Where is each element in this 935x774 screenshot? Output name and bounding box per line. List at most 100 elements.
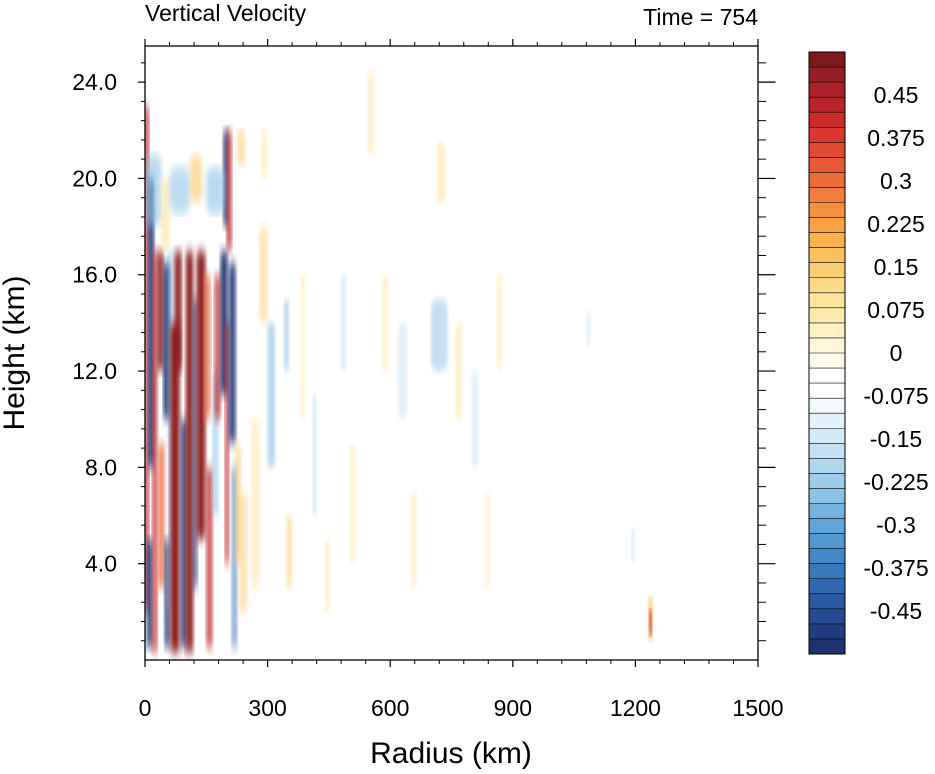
x-axis-label: Radius (km) — [370, 737, 532, 770]
plot-frame — [144, 45, 759, 661]
field-streak — [238, 491, 248, 612]
colorbar-swatch — [809, 172, 845, 188]
field-streak — [649, 609, 652, 636]
colorbar-swatch — [809, 503, 845, 519]
field-streak — [367, 70, 374, 155]
colorbar-swatch — [809, 443, 845, 459]
x-tick-label: 300 — [248, 695, 286, 721]
colorbar-swatch — [809, 533, 845, 549]
field-streak — [170, 322, 180, 653]
colorbar-label: 0.075 — [867, 297, 925, 323]
field-streak — [261, 130, 268, 179]
colorbar-swatch — [809, 473, 845, 489]
colorbar-swatch — [809, 623, 845, 640]
colorbar-swatch — [809, 383, 845, 399]
field-streak — [471, 371, 479, 468]
field-streak — [410, 491, 417, 588]
colorbar-swatch — [809, 638, 845, 655]
colorbar-swatch — [809, 578, 845, 595]
colorbar-swatch — [809, 353, 845, 369]
colorbar — [808, 51, 846, 655]
field-streak — [398, 322, 407, 420]
field-streak — [196, 250, 206, 540]
colorbar-swatch — [809, 307, 845, 324]
x-tick-label: 900 — [494, 695, 532, 721]
field-streak — [161, 178, 170, 251]
field-streak — [283, 298, 289, 372]
colorbar-swatch — [809, 142, 845, 158]
field-streak — [431, 298, 448, 372]
colorbar-swatch — [809, 428, 845, 444]
field-streak — [324, 539, 330, 612]
field-streak — [206, 467, 213, 648]
field-streak — [285, 515, 293, 588]
velocity-field — [145, 70, 653, 653]
chart-subtitle: Time = 754 — [643, 4, 758, 30]
colorbar-swatch — [809, 518, 845, 534]
colorbar-swatch — [809, 563, 845, 580]
colorbar-swatch — [809, 97, 845, 113]
colorbar-label: -0.075 — [863, 383, 928, 409]
field-streak — [312, 395, 317, 516]
y-tick-label: 16.0 — [72, 262, 117, 288]
field-streak — [185, 250, 194, 653]
field-streak — [251, 419, 260, 588]
x-tick-label: 600 — [371, 695, 409, 721]
field-streak — [236, 130, 246, 167]
colorbar-swatch — [809, 187, 845, 203]
colorbar-swatch — [809, 458, 845, 474]
field-streak — [226, 130, 232, 251]
colorbar-swatch — [809, 322, 845, 339]
colorbar-label: 0.375 — [867, 125, 925, 151]
colorbar-swatch — [809, 413, 845, 429]
field-streak — [586, 310, 591, 347]
field-streak — [174, 250, 182, 372]
colorbar-label: 0.3 — [880, 168, 912, 194]
field-streak — [189, 154, 203, 203]
colorbar-label: -0.225 — [863, 469, 928, 495]
field-streak — [169, 166, 190, 215]
x-tick-label: 1200 — [610, 695, 661, 721]
axis-ticks: 0 300 600 900 1200 1500 4.0 8.0 12.0 16.0 20.0 24.0 — [72, 39, 784, 721]
field-streak — [228, 262, 236, 444]
colorbar-labels: 0.45 0.375 0.3 0.225 0.15 0.075 0 -0.075 -0.15 -0… — [863, 82, 928, 624]
colorbar-swatch — [809, 608, 845, 625]
field-streak — [496, 274, 503, 372]
colorbar-swatch — [809, 398, 845, 414]
colorbar-swatch — [809, 157, 845, 173]
chart-title: Vertical Velocity — [145, 0, 307, 26]
colorbar-swatch — [809, 67, 845, 83]
colorbar-swatch — [809, 337, 845, 354]
y-tick-label: 4.0 — [85, 551, 117, 577]
y-tick-label: 8.0 — [85, 454, 117, 480]
colorbar-label: 0 — [890, 340, 903, 366]
field-streak — [145, 154, 162, 227]
colorbar-swatch — [809, 202, 845, 218]
colorbar-label: 0.15 — [874, 254, 919, 280]
colorbar-swatch — [809, 217, 845, 233]
field-streak — [204, 274, 211, 420]
x-tick-label: 0 — [139, 695, 152, 721]
colorbar-swatch — [809, 593, 845, 610]
colorbar-swatch — [809, 548, 845, 564]
field-streak — [455, 322, 462, 420]
colorbar-swatch — [809, 292, 845, 309]
field-streak — [349, 443, 356, 564]
field-streak — [437, 142, 446, 203]
colorbar-swatch — [809, 277, 845, 294]
field-streak — [484, 491, 491, 588]
colorbar-label: -0.45 — [870, 598, 922, 624]
y-tick-label: 12.0 — [72, 358, 117, 384]
field-streak — [225, 322, 229, 564]
colorbar-swatch — [809, 262, 845, 279]
field-streak — [206, 166, 225, 215]
y-tick-label: 20.0 — [72, 165, 117, 191]
colorbar-swatch — [809, 82, 845, 98]
field-streak — [267, 322, 275, 468]
field-streak — [193, 298, 198, 588]
field-streak — [341, 274, 347, 372]
colorbar-label: 0.45 — [874, 82, 919, 108]
field-streak — [145, 106, 150, 612]
colorbar-swatch — [809, 52, 845, 68]
